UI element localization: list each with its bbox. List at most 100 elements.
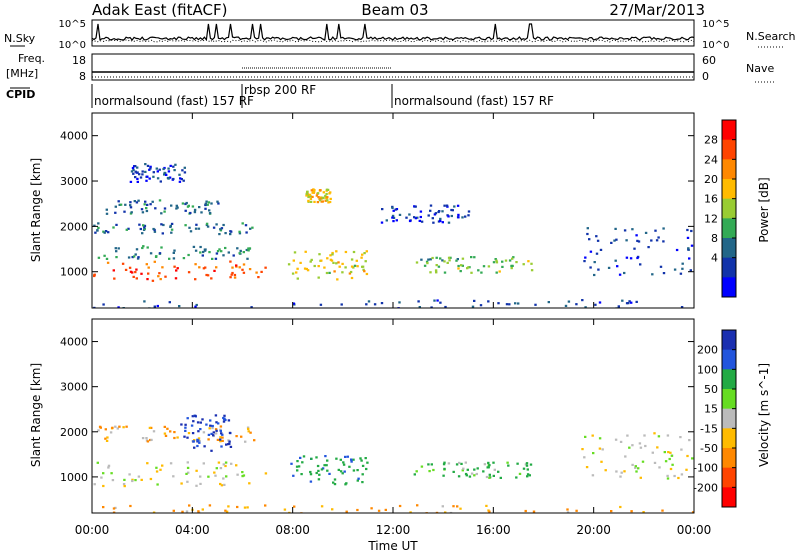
velocity-cell-f3 — [333, 478, 337, 481]
velocity-cell-f2 — [223, 417, 226, 420]
velocity-cell-f6 — [444, 511, 447, 513]
power-cell-f9 — [636, 256, 639, 260]
power-cell-f3 — [114, 205, 117, 208]
x-tick-label: 00:00 — [75, 523, 110, 537]
power-cell-f3 — [117, 200, 120, 203]
velocity-cell-f2 — [196, 438, 199, 441]
velocity-cell-f3 — [361, 464, 365, 467]
power-cell-f5 — [317, 276, 320, 279]
velocity-cell-f6 — [630, 510, 633, 513]
power-cell-f5 — [341, 271, 344, 274]
power-cell-f8 — [416, 216, 419, 219]
power-cell-f8 — [447, 215, 450, 218]
cpid-label: CPID — [6, 88, 35, 101]
freq-unit-label: [MHz] — [6, 67, 38, 80]
power-cell-f9 — [629, 257, 633, 260]
power-cell-f3 — [141, 211, 145, 214]
power-cell-f0 — [238, 266, 241, 269]
velocity-cell-f3 — [350, 458, 353, 461]
power-cell-f8 — [380, 221, 384, 224]
power-cell-f0 — [164, 275, 167, 278]
power-cell-f5 — [341, 262, 344, 265]
power-cell-f1 — [211, 257, 214, 260]
power-cell-f5 — [352, 250, 356, 254]
power-cell-f5 — [325, 271, 329, 275]
power-cell-f3 — [184, 209, 187, 212]
power-cell-f8 — [464, 215, 467, 218]
power-cell-f7 — [461, 257, 465, 260]
power-cell-f7 — [498, 270, 501, 273]
power-cell-f2 — [139, 227, 142, 231]
velocity-cell-f1 — [176, 436, 179, 439]
velocity-y-ticks: 1000 2000 3000 4000 — [60, 336, 694, 484]
velocity-cell-f2 — [191, 415, 194, 418]
power-cell-f3 — [114, 211, 117, 214]
power-cell-f10 — [487, 300, 490, 303]
power-cell-f4 — [132, 168, 135, 172]
velocity-cell-f3 — [328, 472, 331, 475]
power-cell-f2 — [170, 228, 174, 231]
velocity-cell-f4 — [526, 468, 529, 471]
power-cell-f3 — [189, 211, 192, 215]
power-cell-f0 — [147, 272, 150, 275]
power-cell-f2 — [152, 227, 155, 231]
power-cell-f10 — [497, 302, 500, 305]
power-cell-f2 — [188, 226, 191, 229]
velocity-cell-f6 — [370, 507, 373, 510]
power-cell-f3 — [191, 205, 195, 208]
colorbar-frame — [721, 119, 737, 298]
power-cell-f4 — [180, 178, 183, 181]
power-cell-f4 — [134, 165, 137, 168]
velocity-cell-f3 — [317, 469, 320, 472]
power-cell-f10 — [534, 303, 537, 306]
velocity-cell-f3 — [335, 457, 338, 460]
power-cell-f7 — [492, 261, 496, 264]
power-cell-f8 — [385, 219, 388, 222]
velocity-cell-f3 — [326, 459, 329, 462]
velocity-cell-f6 — [112, 511, 116, 513]
power-cbar-label: Power [dB] — [757, 177, 771, 242]
power-cell-f2 — [245, 231, 248, 234]
colorbar-tick-label: 15 — [704, 403, 718, 416]
power-cell-f0 — [93, 274, 96, 278]
velocity-cell-f2 — [196, 421, 200, 424]
velocity-cell-f6 — [208, 504, 212, 507]
velocity-cell-f6 — [488, 510, 491, 513]
power-cell-f5 — [364, 260, 367, 263]
velocity-cell-f3 — [342, 463, 346, 466]
power-cell-f0 — [194, 278, 197, 281]
power-cell-f1 — [155, 255, 158, 258]
power-cell-f1 — [115, 250, 118, 253]
velocity-cell-f0 — [156, 483, 159, 486]
power-cell-f8 — [392, 209, 395, 212]
power-cell-f5 — [293, 251, 297, 254]
velocity-cell-f6 — [152, 511, 156, 513]
colorbar-swatch — [722, 257, 736, 278]
velocity-cell-f5 — [634, 465, 637, 468]
velocity-cell-f4 — [506, 461, 509, 464]
y-tick-label: 2000 — [60, 220, 88, 233]
velocity-cell-f2 — [180, 423, 183, 426]
power-cell-f3 — [208, 212, 212, 215]
velocity-cell-f0 — [161, 464, 164, 467]
power-cell-f4 — [167, 170, 171, 173]
power-cell-f5 — [304, 250, 307, 253]
velocity-cell-f3 — [332, 481, 335, 484]
power-cell-f6 — [309, 195, 312, 198]
power-cell-f0 — [140, 272, 143, 275]
velocity-cell-f3 — [299, 456, 302, 459]
velocity-cell-f6 — [331, 508, 334, 511]
velocity-cell-f4 — [452, 470, 455, 473]
power-cell-f4 — [172, 177, 175, 181]
power-cell-f5 — [344, 266, 347, 269]
power-cell-f6 — [327, 201, 330, 204]
velocity-cell-f0 — [220, 484, 224, 487]
power-cell-f3 — [129, 204, 132, 207]
velocity-cell-f2 — [190, 424, 194, 427]
power-cell-f8 — [467, 210, 471, 213]
power-cell-f8 — [395, 208, 399, 211]
power-cell-f8 — [408, 219, 412, 223]
power-cell-f3 — [205, 200, 208, 203]
power-cell-f4 — [145, 179, 148, 182]
power-cell-f0 — [93, 273, 96, 276]
